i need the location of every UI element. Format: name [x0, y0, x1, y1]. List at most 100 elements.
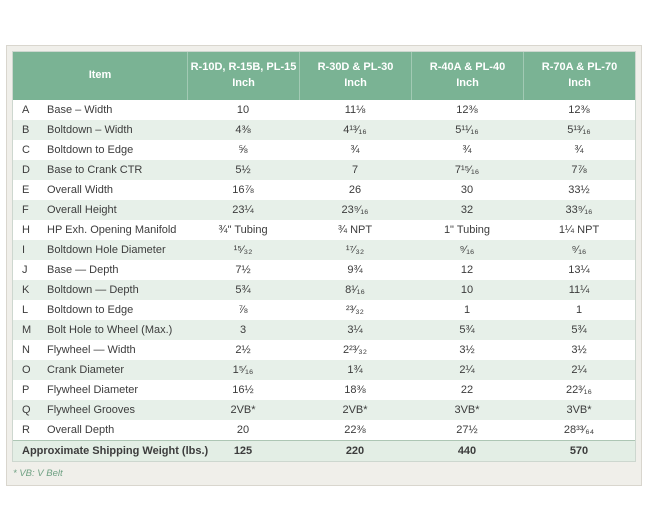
row-letter: D	[22, 164, 30, 176]
header-col-1: R-10D, R-15B, PL-15 Inch	[187, 52, 299, 100]
row-value: 12⅜	[456, 104, 478, 116]
row-value: 33½	[568, 184, 590, 196]
row-value: ¾	[574, 144, 584, 156]
row-item-label: Base — Depth	[47, 264, 119, 276]
header-col-models: R-30D & PL-30	[317, 61, 394, 74]
row-value: 28³³⁄₆₄	[563, 424, 595, 436]
row-value: 22³⁄₁₆	[566, 384, 592, 396]
header-col-models: R-10D, R-15B, PL-15	[190, 61, 297, 74]
row-value: 1	[575, 304, 583, 316]
row-value: 5¾	[235, 284, 251, 296]
row-value: ⅝	[238, 144, 248, 156]
row-value: ⅞	[238, 304, 248, 316]
row-value: 22⅜	[344, 424, 366, 436]
row-value: 3½	[459, 344, 475, 356]
header-col-3: R-40A & PL-40 Inch	[411, 52, 523, 100]
row-value: 2VB*	[342, 404, 368, 416]
row-letter: P	[22, 384, 30, 396]
row-value: 4¹³⁄₁₆	[343, 124, 367, 136]
row-value: 11¼	[568, 284, 590, 296]
table-row: O Crank Diameter 1⁵⁄₁₆ 1¾ 2¼ 2¼	[13, 360, 635, 380]
row-value: 27½	[456, 424, 478, 436]
row-value: 7½	[235, 264, 251, 276]
row-value: 12⅜	[568, 104, 590, 116]
row-item-label: Flywheel Grooves	[47, 404, 136, 416]
row-item-label: Overall Depth	[47, 424, 115, 436]
table-body: A Base – Width 10 11⅛ 12⅜ 12⅜ B Boltdown – Widt…	[13, 100, 635, 440]
row-value: 2¼	[459, 364, 475, 376]
table-row: L Boltdown to Edge ⅞ ²³⁄₃₂ 1 1	[13, 300, 635, 320]
row-value: 4⅜	[235, 124, 251, 136]
table-row: C Boltdown to Edge ⅝ ¾ ¾ ¾	[13, 140, 635, 160]
row-value: 5¹¹⁄₁₆	[455, 124, 479, 136]
row-item-label: Boltdown Hole Diameter	[47, 244, 166, 256]
header-col-4: R-70A & PL-70 Inch	[523, 52, 635, 100]
header-col-unit: Inch	[344, 77, 367, 89]
row-value: 1¾	[347, 364, 363, 376]
table-row: M Bolt Hole to Wheel (Max.) 3 3¼ 5¾ 5¾	[13, 320, 635, 340]
header-col-unit: Inch	[456, 77, 479, 89]
spec-table: Item R-10D, R-15B, PL-15 Inch R-30D & PL…	[12, 51, 636, 462]
row-value: 1¼ NPT	[558, 224, 600, 236]
row-value: 5¹³⁄₁₆	[567, 124, 591, 136]
row-value: ⁹⁄₁₆	[571, 244, 587, 256]
row-item-label: Crank Diameter	[47, 364, 125, 376]
summary-value: 570	[569, 445, 589, 457]
row-value: 22	[460, 384, 474, 396]
header-col-models: R-70A & PL-70	[541, 61, 618, 74]
row-value: 16⅞	[232, 184, 254, 196]
row-value: 1" Tubing	[443, 224, 491, 236]
row-value: 3VB*	[454, 404, 480, 416]
row-item-label: HP Exh. Opening Manifold	[47, 224, 177, 236]
row-value: 9¾	[347, 264, 363, 276]
row-letter: K	[22, 284, 30, 296]
table-row: H HP Exh. Opening Manifold ¾" Tubing ¾ NPT 1…	[13, 220, 635, 240]
row-letter: L	[22, 304, 29, 316]
row-letter: R	[22, 424, 30, 436]
table-header: Item R-10D, R-15B, PL-15 Inch R-30D & PL…	[13, 52, 635, 100]
row-value: 8¹⁄₁₆	[345, 284, 365, 296]
row-letter: M	[22, 324, 32, 336]
row-letter: E	[22, 184, 30, 196]
row-item-label: Boltdown — Depth	[47, 284, 139, 296]
row-value: ¾	[350, 144, 360, 156]
header-col-unit: Inch	[232, 77, 255, 89]
row-value: 7⅞	[571, 164, 587, 176]
row-item-label: Overall Height	[47, 204, 117, 216]
row-value: 16½	[232, 384, 254, 396]
row-item-label: Flywheel — Width	[47, 344, 136, 356]
summary-row: Approximate Shipping Weight (lbs.) 125 2…	[13, 440, 635, 461]
row-letter: A	[22, 104, 30, 116]
summary-value: 125	[233, 445, 253, 457]
row-value: ¹⁵⁄₃₂	[233, 244, 253, 256]
row-item-label: Boltdown – Width	[47, 124, 133, 136]
table-row: I Boltdown Hole Diameter ¹⁵⁄₃₂ ¹⁷⁄₃₂ ⁹⁄₁₆ ⁹⁄₁…	[13, 240, 635, 260]
row-value: 3VB*	[566, 404, 592, 416]
row-value: 5¾	[459, 324, 475, 336]
table-row: B Boltdown – Width 4⅜ 4¹³⁄₁₆ 5¹¹⁄₁₆ 5¹³⁄₁₆	[13, 120, 635, 140]
row-letter: O	[22, 364, 31, 376]
row-letter: F	[22, 204, 29, 216]
table-row: P Flywheel Diameter 16½ 18⅜ 22 22³⁄₁₆	[13, 380, 635, 400]
header-col-models: R-40A & PL-40	[429, 61, 506, 74]
row-value: 2½	[235, 344, 251, 356]
table-row: E Overall Width 16⅞ 26 30 33½	[13, 180, 635, 200]
row-item-label: Boltdown to Edge	[47, 144, 134, 156]
row-letter: H	[22, 224, 30, 236]
summary-label: Approximate Shipping Weight (lbs.)	[22, 445, 209, 457]
header-col-unit: Inch	[568, 77, 591, 89]
row-value: ⁹⁄₁₆	[459, 244, 475, 256]
row-value: 20	[236, 424, 250, 436]
row-value: ¾" Tubing	[218, 224, 268, 236]
summary-value: 220	[345, 445, 365, 457]
header-item: Item	[13, 52, 187, 100]
row-value: 5¾	[571, 324, 587, 336]
table-row: J Base — Depth 7½ 9¾ 12 13¼	[13, 260, 635, 280]
row-letter: Q	[22, 404, 31, 416]
row-item-label: Boltdown to Edge	[47, 304, 134, 316]
footnote: * VB: V Belt	[13, 468, 63, 479]
row-letter: B	[22, 124, 30, 136]
row-value: 26	[348, 184, 362, 196]
row-value: 3½	[571, 344, 587, 356]
